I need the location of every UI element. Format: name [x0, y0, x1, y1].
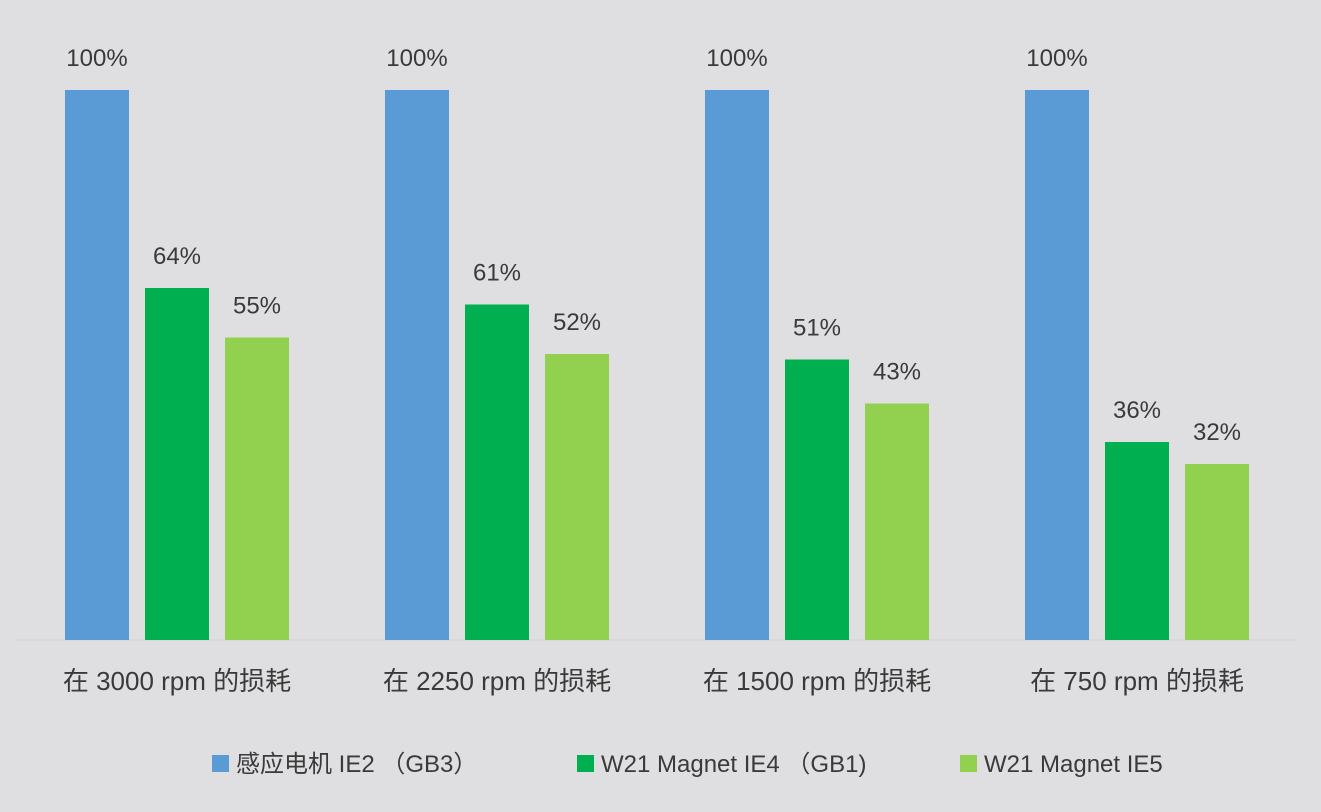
legend-swatch-series-2	[577, 755, 594, 772]
category-label-4: 在 750 rpm 的损耗	[1030, 666, 1244, 696]
data-label-4-series-1: 100%	[1026, 45, 1087, 72]
bar-1-series-1	[65, 90, 129, 640]
legend-swatch-series-3	[960, 755, 977, 772]
data-label-3-series-3: 43%	[873, 359, 921, 386]
bar-3-series-1	[705, 90, 769, 640]
data-label-3-series-1: 100%	[706, 45, 767, 72]
bar-1-series-2	[145, 288, 209, 640]
bar-2-series-2	[465, 304, 529, 640]
legend-label-series-2: W21 Magnet IE4 （GB1)	[601, 751, 866, 778]
data-label-2-series-2: 61%	[473, 260, 521, 287]
data-label-3-series-2: 51%	[793, 315, 841, 342]
data-label-1-series-2: 64%	[153, 243, 201, 270]
data-label-1-series-3: 55%	[233, 293, 281, 320]
bar-4-series-2	[1105, 442, 1169, 640]
legend-label-series-1: 感应电机 IE2 （GB3）	[236, 751, 477, 778]
bar-3-series-2	[785, 359, 849, 640]
data-labels-layer: 100% 64% 55% 100% 61% 52% 100% 51% 43% 100% 36% 32%	[66, 45, 1241, 446]
data-label-2-series-1: 100%	[386, 45, 447, 72]
data-label-2-series-3: 52%	[553, 309, 601, 336]
bar-3-series-3	[865, 403, 929, 640]
legend: 感应电机 IE2 （GB3） W21 Magnet IE4 （GB1) W21 Ma…	[212, 751, 1163, 778]
data-label-4-series-2: 36%	[1113, 397, 1161, 424]
bars-layer	[65, 90, 1249, 640]
data-label-4-series-3: 32%	[1193, 419, 1241, 446]
category-label-2: 在 2250 rpm 的损耗	[383, 666, 611, 696]
legend-swatch-series-1	[212, 755, 229, 772]
category-label-3: 在 1500 rpm 的损耗	[703, 666, 931, 696]
bar-4-series-1	[1025, 90, 1089, 640]
bar-2-series-3	[545, 354, 609, 640]
data-label-1-series-1: 100%	[66, 45, 127, 72]
bar-1-series-3	[225, 337, 289, 640]
category-label-1: 在 3000 rpm 的损耗	[63, 666, 291, 696]
bar-4-series-3	[1185, 464, 1249, 640]
bar-2-series-1	[385, 90, 449, 640]
category-labels-layer: 在 3000 rpm 的损耗 在 2250 rpm 的损耗 在 1500 rpm 的…	[63, 666, 1244, 696]
legend-label-series-3: W21 Magnet IE5	[984, 751, 1163, 778]
